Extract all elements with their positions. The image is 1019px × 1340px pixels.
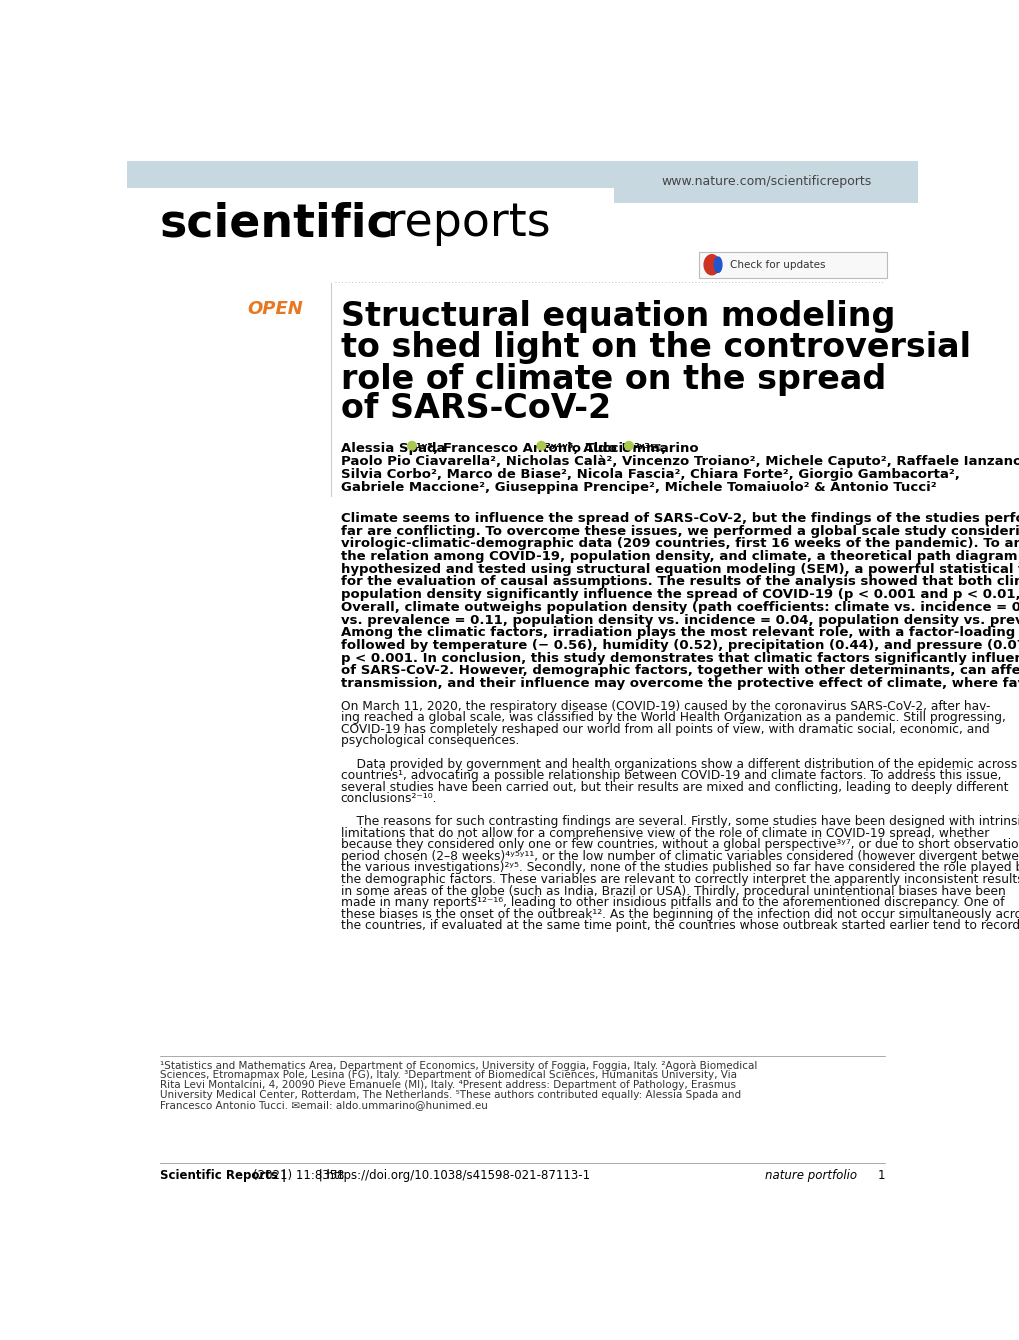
Text: Francesco Antonio Tucci. ✉email: aldo.ummarino@hunimed.eu: Francesco Antonio Tucci. ✉email: aldo.um… — [160, 1100, 487, 1111]
Text: Structural equation modeling: Structural equation modeling — [340, 300, 894, 332]
Text: Data provided by government and health organizations show a different distributi: Data provided by government and health o… — [340, 757, 1016, 770]
Ellipse shape — [703, 255, 718, 275]
Text: 1: 1 — [877, 1170, 884, 1182]
Text: vs. prevalence = 0.11, population density vs. incidence = 0.04, population densi: vs. prevalence = 0.11, population densit… — [340, 614, 1019, 627]
Circle shape — [408, 441, 416, 450]
Text: p < 0.001. In conclusion, this study demonstrates that climatic factors signific: p < 0.001. In conclusion, this study dem… — [340, 651, 1019, 665]
Text: the various investigations)²ʸ⁵. Secondly, none of the studies published so far h: the various investigations)²ʸ⁵. Secondly… — [340, 862, 1019, 875]
Bar — [127, 161, 917, 188]
Text: the relation among COVID-19, population density, and climate, a theoretical path: the relation among COVID-19, population … — [340, 549, 1019, 563]
Text: of SARS-CoV-2. However, demographic factors, together with other determinants, c: of SARS-CoV-2. However, demographic fact… — [340, 665, 1019, 678]
Circle shape — [537, 441, 545, 450]
Text: countries¹, advocating a possible relationship between COVID-19 and climate fact: countries¹, advocating a possible relati… — [340, 769, 1000, 783]
Text: OPEN: OPEN — [248, 300, 304, 318]
Text: Among the climatic factors, irradiation plays the most relevant role, with a fac: Among the climatic factors, irradiation … — [340, 626, 1019, 639]
Text: University Medical Center, Rotterdam, The Netherlands. ⁵These authors contribute: University Medical Center, Rotterdam, Th… — [160, 1091, 741, 1100]
Text: several studies have been carried out, but their results are mixed and conflicti: several studies have been carried out, b… — [340, 781, 1007, 793]
Text: www.nature.com/scientificreports: www.nature.com/scientificreports — [660, 176, 870, 188]
Text: followed by temperature (− 0.56), humidity (0.52), precipitation (0.44), and pre: followed by temperature (− 0.56), humidi… — [340, 639, 1019, 653]
Text: hypothesized and tested using structural equation modeling (SEM), a powerful sta: hypothesized and tested using structural… — [340, 563, 1019, 576]
Text: Overall, climate outweighs population density (path coefficients: climate vs. in: Overall, climate outweighs population de… — [340, 600, 1019, 614]
Text: COVID-19 has completely reshaped our world from all points of view, with dramati: COVID-19 has completely reshaped our wor… — [340, 722, 988, 736]
Circle shape — [624, 441, 633, 450]
Text: ²ʸ³✉,: ²ʸ³✉, — [632, 441, 665, 454]
Text: the demographic factors. These variables are relevant to correctly interpret the: the demographic factors. These variables… — [340, 874, 1019, 886]
Text: Alessia Spada: Alessia Spada — [340, 441, 444, 454]
Text: virologic-climatic-demographic data (209 countries, first 16 weeks of the pandem: virologic-climatic-demographic data (209… — [340, 537, 1019, 551]
Text: ¹ʸ⁵, Francesco Antonio Tucci: ¹ʸ⁵, Francesco Antonio Tucci — [416, 441, 623, 454]
Text: The reasons for such contrasting findings are several. Firstly, some studies hav: The reasons for such contrasting finding… — [340, 815, 1019, 828]
Text: in some areas of the globe (such as India, Brazil or USA). Thirdly, procedural u: in some areas of the globe (such as Indi… — [340, 884, 1005, 898]
Text: these biases is the onset of the outbreak¹². As the beginning of the infection d: these biases is the onset of the outbrea… — [340, 907, 1019, 921]
Text: period chosen (2–8 weeks)⁴ʸ⁵ʸ¹¹, or the low number of climatic variables conside: period chosen (2–8 weeks)⁴ʸ⁵ʸ¹¹, or the … — [340, 850, 1019, 863]
Text: because they considered only one or few countries, without a global perspective³: because they considered only one or few … — [340, 839, 1019, 851]
Text: nature portfolio: nature portfolio — [764, 1170, 856, 1182]
Text: made in many reports¹²⁻¹⁶, leading to other insidious pitfalls and to the aforem: made in many reports¹²⁻¹⁶, leading to ot… — [340, 896, 1003, 909]
Text: scientific: scientific — [160, 201, 394, 247]
Text: | https://doi.org/10.1038/s41598-021-87113-1: | https://doi.org/10.1038/s41598-021-871… — [315, 1170, 590, 1182]
Text: conclusions²⁻¹⁰.: conclusions²⁻¹⁰. — [340, 792, 437, 805]
Ellipse shape — [713, 257, 721, 272]
Text: (2021) 11:8358: (2021) 11:8358 — [253, 1170, 344, 1182]
Text: limitations that do not allow for a comprehensive view of the role of climate in: limitations that do not allow for a comp… — [340, 827, 988, 840]
Text: reports: reports — [372, 201, 550, 247]
Text: of SARS-CoV-2: of SARS-CoV-2 — [340, 393, 610, 425]
Text: role of climate on the spread: role of climate on the spread — [340, 363, 886, 397]
Text: Sciences, Etromapmax Pole, Lesina (FG), Italy. ³Department of Biomedical Science: Sciences, Etromapmax Pole, Lesina (FG), … — [160, 1071, 737, 1080]
Text: Gabriele Maccione², Giuseppina Prencipe², Michele Tomaiuolo² & Antonio Tucci²: Gabriele Maccione², Giuseppina Prencipe²… — [340, 481, 935, 493]
Text: to shed light on the controversial: to shed light on the controversial — [340, 331, 970, 364]
Text: ing reached a global scale, was classified by the World Health Organization as a: ing reached a global scale, was classifi… — [340, 712, 1005, 725]
Text: Paolo Pio Ciavarella², Nicholas Calà², Vincenzo Troiano², Michele Caputo², Raffa: Paolo Pio Ciavarella², Nicholas Calà², V… — [340, 454, 1019, 468]
Text: Rita Levi Montalcini, 4, 20090 Pieve Emanuele (MI), Italy. ⁴Present address: Dep: Rita Levi Montalcini, 4, 20090 Pieve Ema… — [160, 1080, 736, 1091]
Text: Climate seems to influence the spread of SARS-CoV-2, but the findings of the stu: Climate seems to influence the spread of… — [340, 512, 1019, 525]
Text: psychological consequences.: psychological consequences. — [340, 734, 519, 748]
Text: population density significantly influence the spread of COVID-19 (p < 0.001 and: population density significantly influen… — [340, 588, 1019, 602]
Text: for the evaluation of causal assumptions. The results of the analysis showed tha: for the evaluation of causal assumptions… — [340, 575, 1019, 588]
Text: far are conflicting. To overcome these issues, we performed a global scale study: far are conflicting. To overcome these i… — [340, 525, 1019, 537]
Text: Check for updates: Check for updates — [730, 260, 825, 269]
Text: transmission, and their influence may overcome the protective effect of climate,: transmission, and their influence may ov… — [340, 677, 1019, 690]
Text: ²ʸ⁴ʸ⁵, Aldo Ummarino: ²ʸ⁴ʸ⁵, Aldo Ummarino — [545, 441, 698, 454]
Text: Scientific Reports |: Scientific Reports | — [160, 1170, 286, 1182]
Text: On March 11, 2020, the respiratory disease (COVID-19) caused by the coronavirus : On March 11, 2020, the respiratory disea… — [340, 699, 989, 713]
Text: ¹Statistics and Mathematics Area, Department of Economics, University of Foggia,: ¹Statistics and Mathematics Area, Depart… — [160, 1060, 757, 1071]
Bar — [699, 252, 887, 277]
Text: the countries, if evaluated at the same time point, the countries whose outbreak: the countries, if evaluated at the same … — [340, 919, 1019, 933]
Bar — [613, 161, 917, 204]
Text: Silvia Corbo², Marco de Biase², Nicola Fascia², Chiara Forte², Giorgio Gambacort: Silvia Corbo², Marco de Biase², Nicola F… — [340, 468, 959, 481]
